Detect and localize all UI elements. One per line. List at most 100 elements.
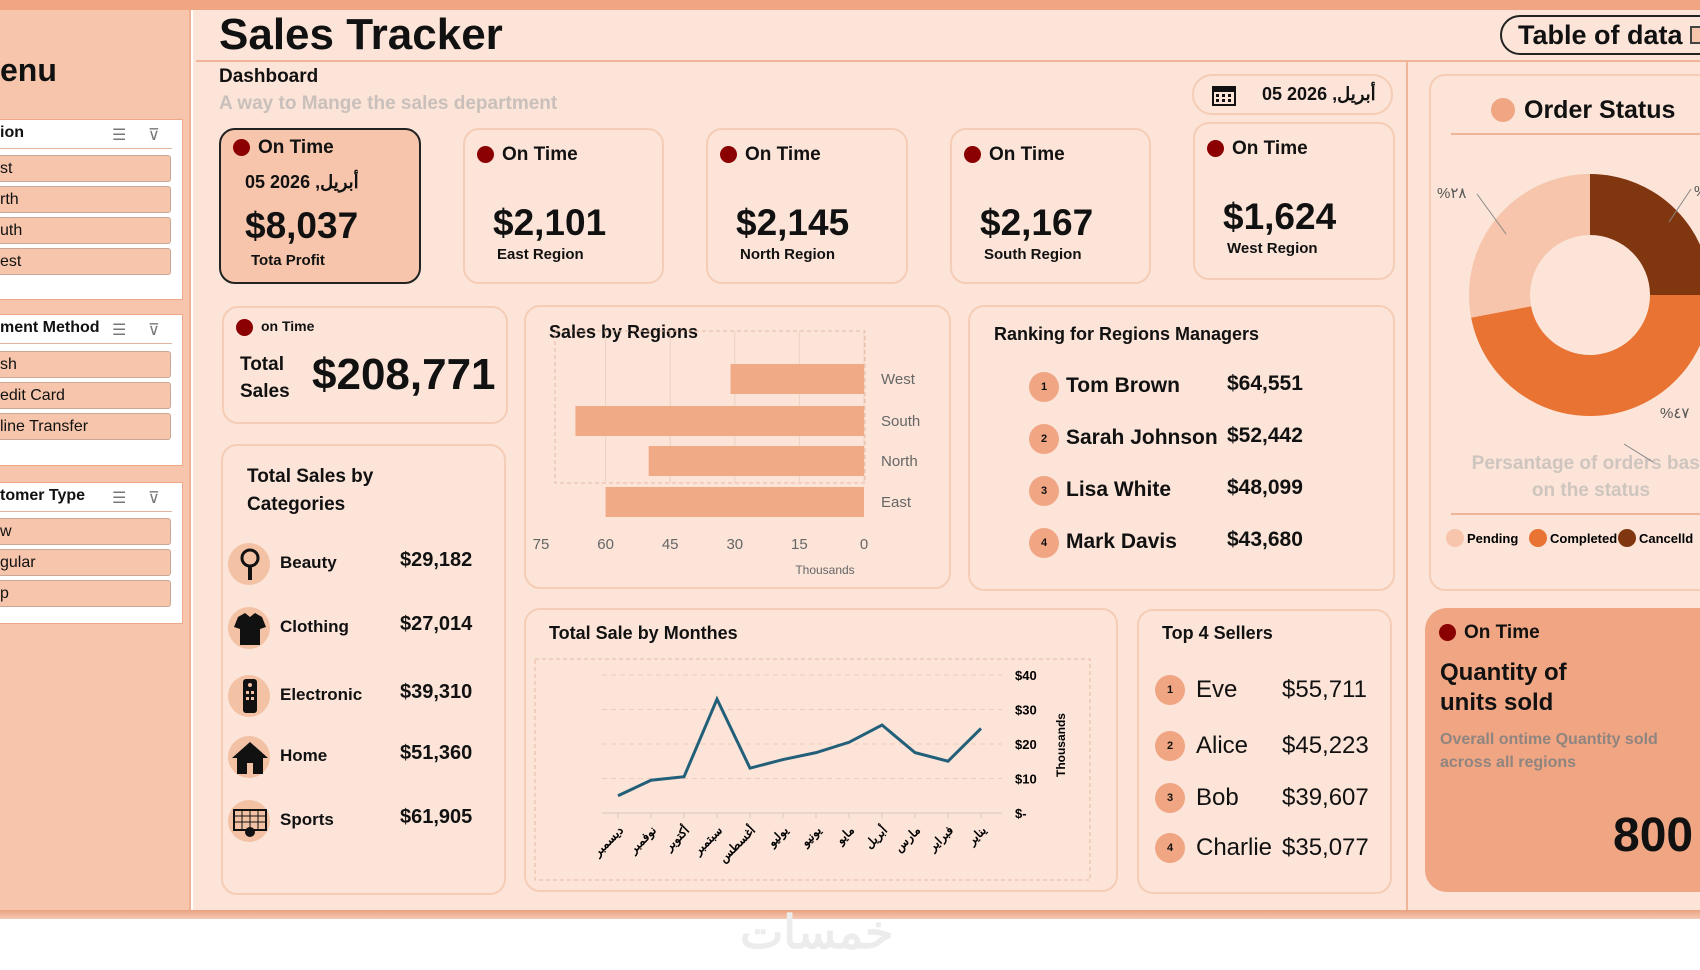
bar: [575, 406, 864, 436]
date-pill: 05 أبريل, 2026: [1192, 74, 1393, 115]
month-label: مارس: [892, 823, 924, 855]
bar: [605, 487, 864, 517]
kpi-value: $2,101: [493, 202, 607, 243]
plot-area: [554, 330, 866, 484]
slicer-item[interactable]: w: [0, 518, 171, 545]
axis-label: Thousands: [1054, 713, 1068, 777]
title-underline: [1451, 133, 1700, 135]
total-label: Total: [240, 354, 284, 375]
clear-filter-icon[interactable]: ⊽: [148, 322, 160, 339]
y-tick-label: $40: [1015, 668, 1037, 683]
top-strip: [0, 0, 1700, 10]
caption-underline: [1451, 513, 1700, 515]
order-status-donut: %٢٨ %٤٧% Pending Completed Cancelld: [1437, 174, 1700, 547]
slicer-item[interactable]: p: [0, 580, 171, 607]
status-dot-icon: [1207, 140, 1224, 158]
sellers-title: Top 4 Sellers: [1162, 623, 1273, 643]
clear-filter-icon[interactable]: ⊽: [148, 127, 160, 144]
category-name: Clothing: [280, 617, 349, 636]
category-value: $51,360: [400, 742, 473, 764]
slicer-item[interactable]: gular: [0, 549, 171, 576]
rank-badge: 3: [1155, 783, 1185, 813]
slicer-item[interactable]: line Transfer: [0, 413, 171, 440]
table-of-data-button[interactable]: Table of data: [1500, 15, 1700, 55]
category-value: $29,182: [400, 549, 473, 571]
seller-name: Charlie: [1196, 834, 1273, 861]
rank-badge: 2: [1029, 424, 1059, 454]
legend-label: Pending: [1467, 531, 1518, 546]
multi-select-icon[interactable]: ☰: [112, 322, 127, 339]
table-button-label: Table of data: [1518, 20, 1683, 50]
slicer-item[interactable]: est: [0, 248, 171, 275]
category-name: Electronic: [280, 685, 363, 704]
tick-label: 60: [597, 536, 614, 553]
kpi-card: On Time $2,167 South Region: [950, 128, 1151, 284]
tagline: A way to Mange the sales department: [219, 93, 558, 114]
seller-name: Alice: [1196, 732, 1249, 759]
quantity-value: 800: [1613, 809, 1694, 862]
kpi-value: $8,037: [245, 205, 359, 246]
data-label: %٢٨: [1437, 185, 1466, 202]
slicer-item[interactable]: uth: [0, 217, 171, 244]
y-tick-label: $10: [1015, 772, 1037, 787]
multi-select-icon[interactable]: ☰: [112, 490, 127, 507]
status-dot-icon: [233, 139, 250, 157]
axis-label: Thousands: [795, 563, 854, 577]
kpi-value: $2,167: [980, 202, 1094, 243]
month-label: أغسطس: [715, 823, 758, 866]
leader-line: [1623, 443, 1654, 463]
rank-badge: 3: [1029, 476, 1059, 506]
tick-label: 30: [726, 536, 743, 553]
sales-by-regions-chart: West South North East 75 60 45 30 15 0 Thousands: [533, 330, 920, 577]
quantity-caption-1: Overall ontime Quantity sold: [1440, 731, 1658, 748]
seller-sales: $35,077: [1282, 834, 1369, 861]
category-icon-bg: [228, 800, 270, 842]
caption-line-2: on the status: [1531, 480, 1651, 501]
rank-badge: 1: [1029, 372, 1059, 402]
watermark-logo: خمسات: [740, 906, 894, 958]
manager-sales: $48,099: [1227, 476, 1303, 499]
vertical-divider: [1406, 62, 1408, 910]
seller-sales: $55,711: [1282, 676, 1367, 703]
kpi-card: On Time $2,101 East Region: [463, 128, 664, 284]
status-label: On Time: [1464, 622, 1540, 643]
rank-badge: 4: [1029, 528, 1059, 558]
status-label: On Time: [1232, 138, 1308, 159]
mirror-icon: [240, 548, 260, 580]
month-label: فبراير: [925, 823, 957, 855]
legend-swatch: [1618, 529, 1636, 547]
category-label: East: [881, 494, 912, 511]
date-value: 05 أبريل, 2026: [1262, 84, 1376, 104]
rank-badge: 1: [1155, 675, 1185, 705]
slicer-item[interactable]: rth: [0, 186, 171, 213]
monthly-sales-chart: $40 $30 $20 $10 $- Thousands ديسمبر نوفمبر أكتوب…: [534, 658, 1091, 881]
table-icon: [1690, 26, 1700, 44]
slicer-item[interactable]: edit Card: [0, 382, 171, 409]
categories-title-2: Categories: [247, 494, 346, 515]
multi-select-icon[interactable]: ☰: [112, 127, 127, 144]
seller-name: Bob: [1196, 784, 1239, 811]
manager-sales: $64,551: [1227, 372, 1303, 395]
kpi-label: East Region: [497, 246, 584, 263]
slicer-item[interactable]: sh: [0, 351, 171, 378]
category-value: $61,905: [400, 806, 473, 828]
data-label: %: [1694, 183, 1700, 200]
kpi-label: West Region: [1227, 240, 1318, 257]
leader-line: [1476, 193, 1507, 235]
plot-area: [534, 658, 1091, 881]
rank-badge: 4: [1155, 833, 1185, 863]
donut-slice-pending: [1469, 174, 1590, 318]
slicer-item[interactable]: st: [0, 155, 171, 182]
ranking-title: Ranking for Regions Managers: [994, 324, 1260, 344]
clear-filter-icon[interactable]: ⊽: [148, 490, 160, 507]
category-value: $39,310: [400, 681, 473, 703]
seller-sales: $45,223: [1282, 732, 1369, 759]
bar: [730, 364, 864, 394]
manager-sales: $43,680: [1227, 528, 1303, 551]
rank-badge: 2: [1155, 731, 1185, 761]
status-dot-icon: [477, 146, 494, 164]
status-label: On Time: [989, 144, 1065, 165]
legend-label: Completed: [1550, 531, 1617, 546]
month-label: يونيو: [797, 823, 825, 851]
total-sales-value: $208,771: [312, 350, 496, 399]
